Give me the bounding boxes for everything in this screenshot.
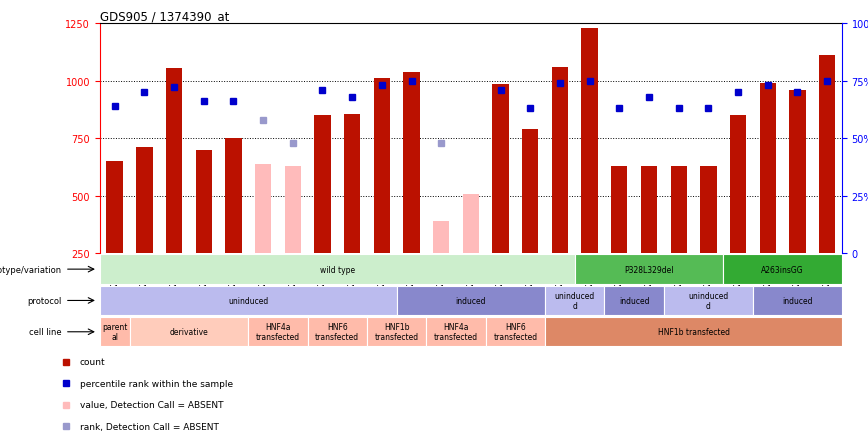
Bar <box>545 317 842 347</box>
Bar <box>604 286 664 316</box>
Bar <box>641 167 657 254</box>
Bar <box>575 255 723 284</box>
Text: cell line: cell line <box>30 328 62 336</box>
Text: A263insGG: A263insGG <box>761 265 804 274</box>
Text: GDS905 / 1374390_at: GDS905 / 1374390_at <box>100 10 229 23</box>
Bar <box>129 317 248 347</box>
Bar <box>760 84 776 254</box>
Bar <box>314 116 331 254</box>
Bar <box>670 167 687 254</box>
Text: parent
al: parent al <box>102 322 128 342</box>
Bar <box>255 164 272 254</box>
Text: value, Detection Call = ABSENT: value, Detection Call = ABSENT <box>80 400 223 409</box>
Text: HNF6
transfected: HNF6 transfected <box>315 322 359 342</box>
Bar <box>819 56 835 254</box>
Bar <box>166 69 182 254</box>
Bar <box>195 150 212 254</box>
Bar <box>552 68 569 254</box>
Bar <box>404 73 420 254</box>
Text: induced: induced <box>619 296 649 305</box>
Text: uninduced: uninduced <box>228 296 268 305</box>
Text: induced: induced <box>782 296 812 305</box>
Bar <box>582 29 598 254</box>
Text: derivative: derivative <box>169 328 208 336</box>
Text: uninduced
d: uninduced d <box>688 291 728 310</box>
Text: P328L329del: P328L329del <box>624 265 674 274</box>
Bar <box>225 139 241 254</box>
Text: genotype/variation: genotype/variation <box>0 265 62 274</box>
Bar <box>723 255 842 284</box>
Text: count: count <box>80 358 106 367</box>
Bar <box>611 167 628 254</box>
Bar <box>730 116 746 254</box>
Bar <box>700 167 717 254</box>
Bar <box>136 148 153 254</box>
Bar <box>426 317 486 347</box>
Text: HNF1b
transfected: HNF1b transfected <box>375 322 418 342</box>
Text: HNF4a
transfected: HNF4a transfected <box>434 322 478 342</box>
Bar <box>664 286 753 316</box>
Text: HNF4a
transfected: HNF4a transfected <box>256 322 300 342</box>
Text: wild type: wild type <box>319 265 355 274</box>
Text: protocol: protocol <box>28 296 62 305</box>
Text: induced: induced <box>456 296 486 305</box>
Bar <box>344 115 360 254</box>
Bar <box>100 317 129 347</box>
Bar <box>522 130 538 254</box>
Bar <box>307 317 367 347</box>
Text: rank, Detection Call = ABSENT: rank, Detection Call = ABSENT <box>80 421 219 431</box>
Text: HNF6
transfected: HNF6 transfected <box>493 322 537 342</box>
Bar <box>367 317 426 347</box>
Bar <box>753 286 842 316</box>
Bar <box>100 255 575 284</box>
Text: uninduced
d: uninduced d <box>555 291 595 310</box>
Bar <box>789 91 806 254</box>
Bar <box>486 317 545 347</box>
Bar <box>433 222 450 254</box>
Bar <box>100 286 397 316</box>
Text: HNF1b transfected: HNF1b transfected <box>658 328 729 336</box>
Bar <box>397 286 545 316</box>
Bar <box>463 194 479 254</box>
Bar <box>373 79 390 254</box>
Bar <box>545 286 604 316</box>
Bar <box>492 85 509 254</box>
Text: percentile rank within the sample: percentile rank within the sample <box>80 379 233 388</box>
Bar <box>285 167 301 254</box>
Bar <box>248 317 307 347</box>
Bar <box>107 162 123 254</box>
